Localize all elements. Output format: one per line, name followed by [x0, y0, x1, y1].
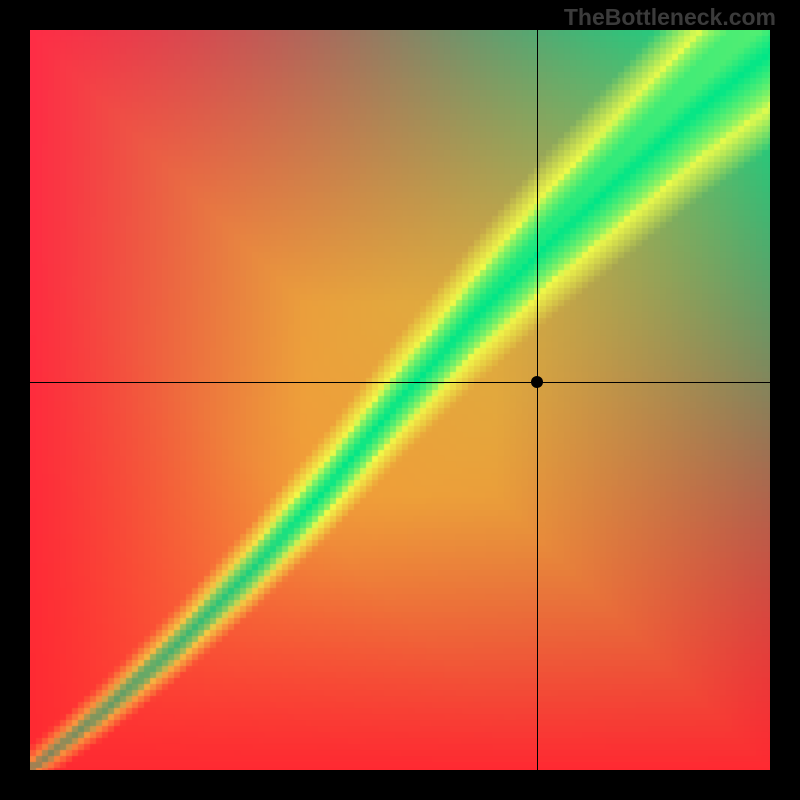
crosshair-horizontal [30, 382, 770, 383]
marker-dot [531, 376, 543, 388]
crosshair-vertical [537, 30, 538, 770]
bottleneck-heatmap [30, 30, 770, 770]
watermark-text: TheBottleneck.com [564, 4, 776, 31]
